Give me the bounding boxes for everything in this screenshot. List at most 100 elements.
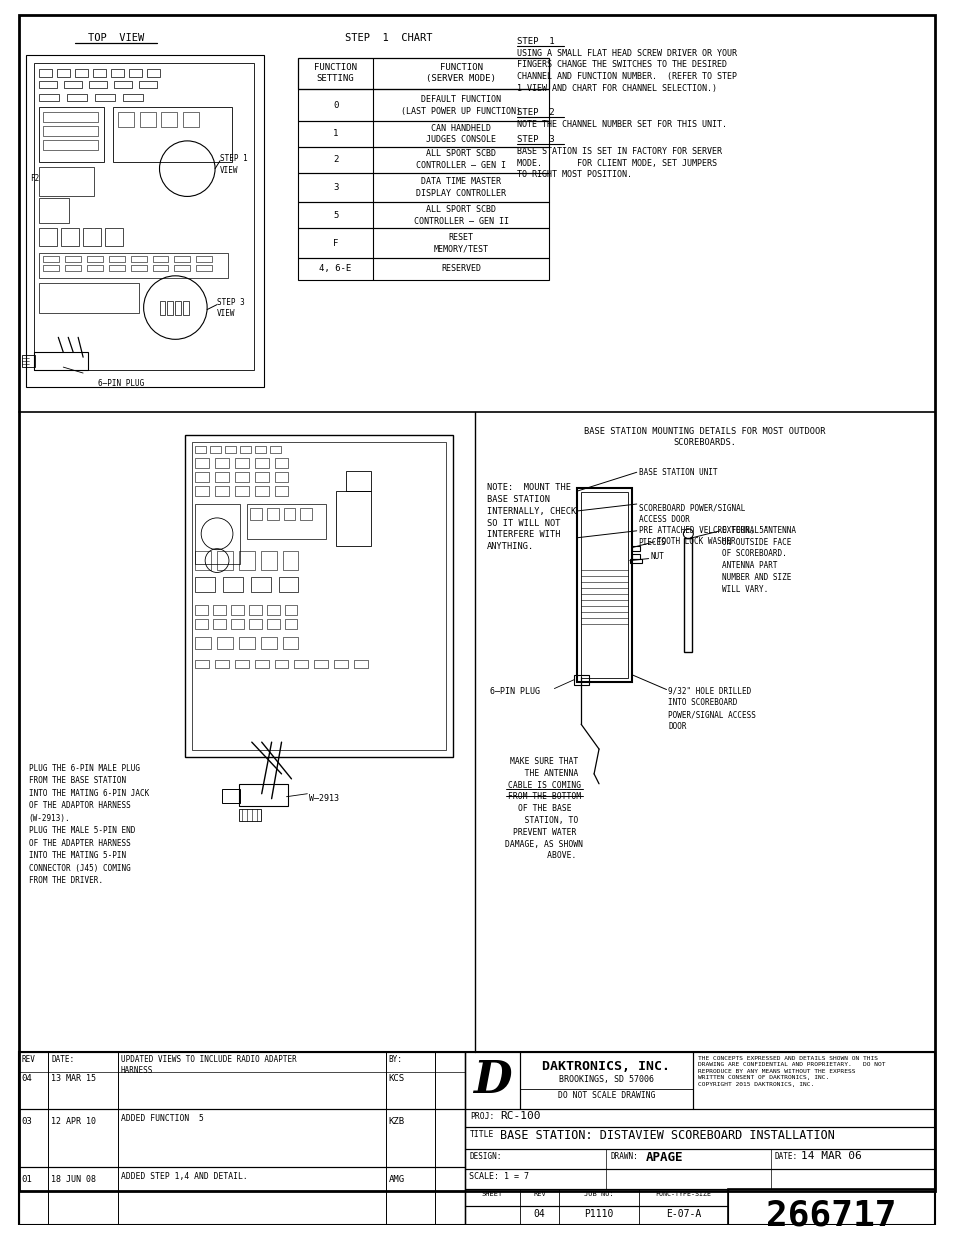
Bar <box>44 126 98 136</box>
Bar <box>147 69 159 78</box>
Text: PRE ATTACHED VELCRO FOUR, 5"
PIECES: PRE ATTACHED VELCRO FOUR, 5" PIECES <box>639 526 767 547</box>
Bar <box>274 659 288 668</box>
Text: W–2913: W–2913 <box>309 794 339 803</box>
Bar <box>214 458 229 468</box>
Bar <box>223 578 243 593</box>
Text: KCS: KCS <box>388 1073 404 1083</box>
Bar <box>465 1207 727 1225</box>
Text: AMG: AMG <box>388 1174 404 1183</box>
Bar <box>225 447 235 453</box>
Bar <box>214 472 229 482</box>
Text: 12 APR 10: 12 APR 10 <box>51 1118 96 1126</box>
Text: PROJ:: PROJ: <box>470 1113 494 1121</box>
Bar <box>95 94 114 101</box>
Bar <box>129 69 141 78</box>
Bar <box>87 264 103 270</box>
Bar <box>44 256 59 262</box>
Bar <box>300 508 312 520</box>
Text: 2: 2 <box>333 156 338 164</box>
Bar <box>629 558 641 563</box>
Bar <box>234 487 249 496</box>
Bar <box>39 69 52 78</box>
Text: STEP  2: STEP 2 <box>517 109 554 117</box>
Text: 04: 04 <box>22 1073 32 1083</box>
Text: DEFAULT FUNCTION
(LAST POWER UP FUNCTION): DEFAULT FUNCTION (LAST POWER UP FUNCTION… <box>400 95 520 116</box>
Text: 13 MAR 15: 13 MAR 15 <box>51 1073 96 1083</box>
Bar <box>234 458 249 468</box>
Bar <box>44 264 59 270</box>
Bar <box>109 264 125 270</box>
Bar <box>39 94 59 101</box>
Bar <box>519 1052 693 1109</box>
Text: ALL SPORT SCBD
CONTROLLER – GEN II: ALL SPORT SCBD CONTROLLER – GEN II <box>414 205 508 226</box>
Text: CAN HANDHELD
JUDGES CONSOLE: CAN HANDHELD JUDGES CONSOLE <box>426 124 496 144</box>
Bar <box>217 637 233 648</box>
Bar <box>175 300 181 315</box>
Bar <box>185 435 453 757</box>
Text: APAGE: APAGE <box>645 1151 682 1163</box>
Bar <box>260 637 276 648</box>
Bar <box>61 228 79 246</box>
Text: STEP 1
VIEW: STEP 1 VIEW <box>220 154 248 174</box>
Bar <box>195 619 208 629</box>
Bar <box>631 553 639 558</box>
Bar <box>238 809 260 820</box>
Text: SCALE: 1 = 7: SCALE: 1 = 7 <box>469 1172 529 1181</box>
Bar <box>284 605 297 615</box>
Bar <box>195 637 211 648</box>
Bar <box>465 1128 934 1149</box>
Text: 18 JUN 08: 18 JUN 08 <box>51 1174 96 1183</box>
Bar <box>118 112 133 127</box>
Text: 14 MAR 06: 14 MAR 06 <box>800 1151 861 1161</box>
Bar <box>249 605 261 615</box>
Text: 9/32" HOLE DRILLED
INTO SCOREBOARD
POWER/SIGNAL ACCESS
DOOR: 9/32" HOLE DRILLED INTO SCOREBOARD POWER… <box>668 687 756 731</box>
Bar <box>44 140 98 149</box>
Text: 1: 1 <box>333 130 338 138</box>
Bar <box>249 619 261 629</box>
Bar <box>260 551 276 571</box>
Text: BASE STATION IS SET IN FACTORY FOR SERVER
MODE.       FOR CLIENT MODE, SET JUMPE: BASE STATION IS SET IN FACTORY FOR SERVE… <box>517 147 720 179</box>
Bar <box>217 551 233 571</box>
Bar <box>195 504 239 563</box>
Text: TITLE: TITLE <box>470 1130 494 1139</box>
Text: RC-100: RC-100 <box>499 1112 539 1121</box>
Text: 03: 03 <box>22 1118 32 1126</box>
Bar <box>152 264 169 270</box>
Bar <box>284 619 297 629</box>
Bar <box>234 659 249 668</box>
Bar <box>195 605 208 615</box>
Bar <box>282 637 298 648</box>
Bar <box>274 472 288 482</box>
Bar <box>231 619 244 629</box>
Bar <box>222 789 239 803</box>
Bar <box>465 1109 934 1128</box>
Bar <box>250 508 261 520</box>
Bar <box>298 228 549 258</box>
Text: F: F <box>333 238 338 247</box>
Bar <box>334 659 348 668</box>
Bar <box>267 619 279 629</box>
Bar <box>239 447 251 453</box>
Bar <box>193 441 446 750</box>
Bar <box>238 637 254 648</box>
Bar <box>465 1052 519 1109</box>
Bar <box>195 472 209 482</box>
Bar <box>33 352 88 370</box>
Text: JOB NO:: JOB NO: <box>583 1191 614 1197</box>
Text: FUNCTION
(SERVER MODE): FUNCTION (SERVER MODE) <box>426 63 496 83</box>
Text: DRAWN:: DRAWN: <box>610 1152 638 1161</box>
Bar <box>247 504 326 538</box>
Bar <box>19 1052 465 1109</box>
Text: DESIGN:: DESIGN: <box>469 1152 501 1161</box>
Text: BASE STATION MOUNTING DETAILS FOR MOST OUTDOOR
SCOREBOARDS.: BASE STATION MOUNTING DETAILS FOR MOST O… <box>584 426 825 447</box>
Text: 6–PIN PLUG: 6–PIN PLUG <box>490 687 539 695</box>
Bar <box>195 458 209 468</box>
Bar <box>39 199 70 224</box>
Text: USING A SMALL FLAT HEAD SCREW DRIVER OR YOUR
FINGERS CHANGE THE SWITCHES TO THE : USING A SMALL FLAT HEAD SCREW DRIVER OR … <box>517 48 736 93</box>
Bar <box>39 167 94 196</box>
Bar <box>270 447 280 453</box>
Bar <box>159 300 165 315</box>
Text: TOP  VIEW: TOP VIEW <box>88 33 144 43</box>
Bar <box>354 659 368 668</box>
Bar <box>87 256 103 262</box>
